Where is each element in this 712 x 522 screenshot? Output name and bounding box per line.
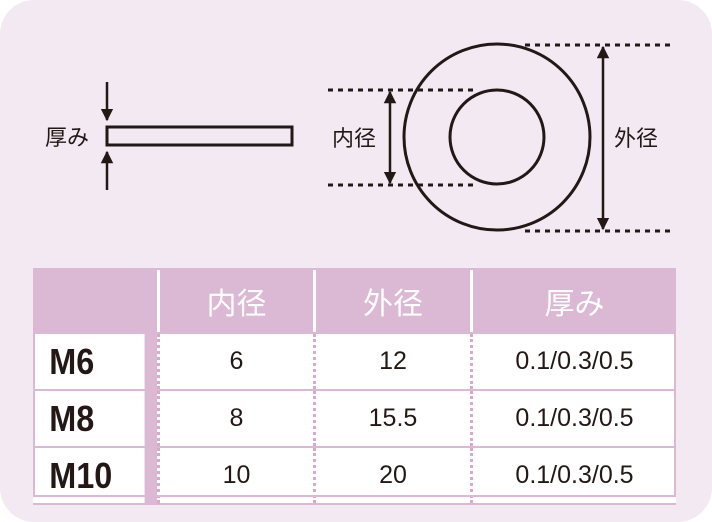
washer-diagram bbox=[100, 42, 670, 233]
thickness-cell: 0.1/0.3/0.5 bbox=[470, 391, 676, 446]
header-inner: 内径 bbox=[157, 270, 313, 332]
size-cell: M6 bbox=[33, 334, 145, 389]
inner-cell: 10 bbox=[157, 448, 313, 503]
outer-cell: 15.5 bbox=[313, 391, 470, 446]
outer-diameter-label: 外径 bbox=[614, 121, 659, 153]
thickness-cell: 0.1/0.3/0.5 bbox=[470, 334, 676, 389]
thickness-label: 厚み bbox=[45, 126, 90, 151]
inner-cell: 8 bbox=[157, 391, 313, 446]
outer-cell: 12 bbox=[313, 334, 470, 389]
size-cell: M8 bbox=[33, 391, 145, 446]
header-thickness: 厚み bbox=[470, 270, 676, 332]
inner-cell: 6 bbox=[157, 334, 313, 389]
table-row: M10 10 20 0.1/0.3/0.5 bbox=[33, 448, 676, 503]
table-row: M6 6 12 0.1/0.3/0.5 bbox=[33, 334, 676, 389]
thickness-side-view bbox=[100, 82, 294, 190]
washer-top-view bbox=[328, 42, 670, 233]
header-size bbox=[33, 270, 157, 332]
table-row: M8 8 15.5 0.1/0.3/0.5 bbox=[33, 391, 676, 446]
thickness-cell: 0.1/0.3/0.5 bbox=[470, 448, 676, 503]
outer-cell: 20 bbox=[313, 448, 470, 503]
spec-table: 内径 外径 厚み M6 6 12 0.1/0.3/0.5 M8 8 15.5 0… bbox=[33, 268, 676, 505]
inner-diameter-label: 内径 bbox=[332, 121, 377, 153]
header-outer: 外径 bbox=[313, 270, 470, 332]
size-cell: M10 bbox=[33, 448, 145, 503]
table-header-row: 内径 外径 厚み bbox=[33, 270, 676, 332]
